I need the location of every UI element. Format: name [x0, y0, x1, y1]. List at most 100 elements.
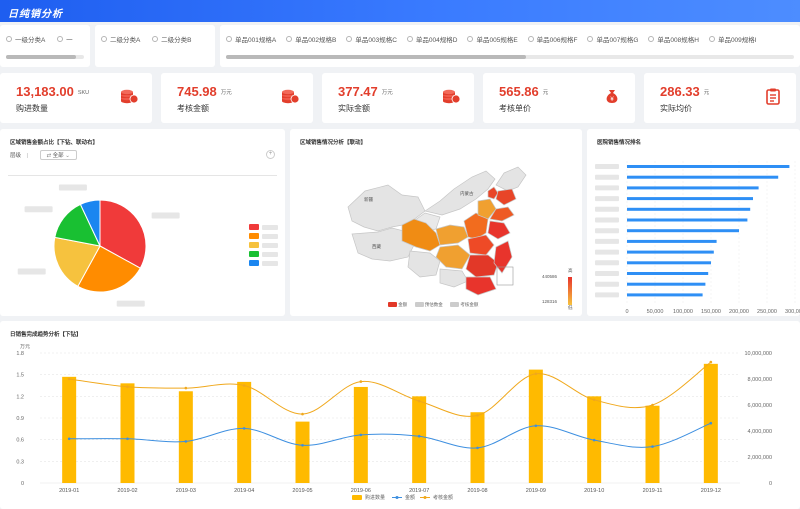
- hospital-bar[interactable]: [627, 250, 714, 254]
- filter-scrollbar[interactable]: [226, 55, 794, 59]
- trend-bar[interactable]: [120, 383, 135, 483]
- filter-option[interactable]: 单品002规格B: [286, 34, 336, 44]
- legend-label[interactable]: 金额: [405, 494, 415, 501]
- hospital-bar[interactable]: [627, 229, 739, 233]
- legend-item[interactable]: [249, 251, 278, 257]
- line-point[interactable]: [417, 434, 421, 438]
- legend-item[interactable]: [249, 233, 278, 239]
- trend-bar[interactable]: [62, 376, 77, 483]
- hospital-bar[interactable]: [627, 282, 706, 286]
- province-guangdong[interactable]: [465, 276, 497, 296]
- line-point[interactable]: [242, 384, 246, 387]
- hospital-bar[interactable]: [627, 197, 753, 201]
- legend-item[interactable]: [249, 242, 278, 248]
- trend-bar[interactable]: [412, 396, 427, 483]
- line-point[interactable]: [184, 440, 188, 443]
- province-yunnan[interactable]: [407, 250, 441, 278]
- line-point[interactable]: [534, 372, 538, 376]
- line-point[interactable]: [359, 433, 363, 437]
- filter-scrollbar[interactable]: [6, 55, 84, 59]
- legend-item[interactable]: 金额: [388, 302, 407, 308]
- line-point[interactable]: [184, 386, 188, 390]
- legend-label[interactable]: 考核金额: [433, 494, 453, 501]
- province-xinjiang[interactable]: [347, 184, 426, 232]
- legend-item[interactable]: 预估数金: [414, 302, 443, 308]
- pie-slice[interactable]: [77, 245, 141, 293]
- line-point[interactable]: [417, 399, 421, 403]
- line-point[interactable]: [476, 414, 479, 417]
- filter-option[interactable]: 一: [57, 34, 73, 44]
- hospital-bar[interactable]: [627, 165, 790, 168]
- line-point[interactable]: [651, 445, 654, 448]
- scrollbar-thumb[interactable]: [226, 55, 526, 59]
- trend-line[interactable]: [69, 361, 712, 417]
- trend-bar[interactable]: [178, 391, 193, 483]
- legend-item[interactable]: [249, 260, 278, 266]
- trend-line[interactable]: [69, 422, 712, 449]
- filter-option[interactable]: 一级分类A: [6, 34, 45, 44]
- province-heilongjiang[interactable]: [495, 166, 527, 192]
- province-jiangsu[interactable]: [487, 220, 511, 240]
- hospital-bar[interactable]: [627, 186, 759, 190]
- filter-option[interactable]: 单品003规格C: [346, 34, 397, 44]
- line-point[interactable]: [709, 360, 713, 364]
- line-point[interactable]: [476, 446, 479, 450]
- line-point[interactable]: [301, 444, 304, 447]
- line-point[interactable]: [359, 380, 363, 383]
- province-shandong[interactable]: [489, 206, 515, 222]
- hospital-bar[interactable]: [627, 293, 703, 297]
- filter-option[interactable]: 单品007规格G: [587, 34, 638, 44]
- filter-option[interactable]: 单品006规格F: [527, 34, 577, 44]
- line-point[interactable]: [592, 398, 596, 402]
- trend-bar[interactable]: [295, 421, 310, 483]
- hospital-bar[interactable]: [627, 207, 751, 211]
- province-zhejiang-fujian[interactable]: [493, 240, 513, 274]
- legend-item[interactable]: [249, 224, 278, 230]
- hospital-bar[interactable]: [627, 175, 779, 179]
- province-hebei[interactable]: [477, 198, 497, 220]
- line-point[interactable]: [126, 437, 129, 441]
- legend-item[interactable]: 考核金额: [450, 302, 478, 308]
- pie-slice[interactable]: [99, 199, 147, 269]
- scrollbar-thumb[interactable]: [6, 55, 76, 59]
- province-hubei[interactable]: [467, 234, 495, 256]
- hospital-bar[interactable]: [627, 272, 709, 275]
- add-button[interactable]: +: [266, 150, 275, 159]
- filter-option[interactable]: 单品004规格D: [406, 34, 457, 44]
- filter-option[interactable]: 单品008规格H: [648, 34, 699, 44]
- province-liaoning[interactable]: [495, 188, 517, 206]
- province-henan[interactable]: [463, 212, 489, 240]
- line-point[interactable]: [67, 437, 71, 441]
- filter-option[interactable]: 二级分类A: [101, 34, 140, 44]
- pie-slice[interactable]: [53, 236, 101, 287]
- line-point[interactable]: [242, 427, 246, 430]
- line-point[interactable]: [67, 377, 71, 381]
- x-tick-label: 2019-08: [467, 488, 487, 494]
- pie-slice[interactable]: [79, 199, 101, 247]
- province-hunan-jiangxi[interactable]: [465, 254, 499, 278]
- line-point[interactable]: [709, 421, 713, 425]
- visualmap-bar[interactable]: [568, 277, 572, 305]
- line-point[interactable]: [534, 424, 538, 428]
- line-point[interactable]: [651, 403, 654, 407]
- filter-option[interactable]: 单品001规格A: [226, 34, 276, 44]
- trend-bar[interactable]: [237, 381, 252, 483]
- level-dropdown[interactable]: ⇄ 全部 ⌄: [39, 150, 77, 160]
- legend-swatch[interactable]: [352, 495, 362, 500]
- hospital-bar[interactable]: [627, 261, 711, 265]
- filter-option[interactable]: 单品005规格E: [467, 34, 518, 44]
- trend-bar[interactable]: [645, 405, 660, 483]
- hospital-bar[interactable]: [627, 218, 748, 222]
- line-point[interactable]: [592, 438, 596, 442]
- line-point[interactable]: [126, 385, 129, 389]
- legend-label[interactable]: 购进数量: [365, 494, 385, 501]
- province-guizhou[interactable]: [435, 244, 471, 270]
- province-beijing[interactable]: [487, 186, 499, 200]
- line-point[interactable]: [301, 412, 304, 416]
- filter-option[interactable]: 单品009规格I: [708, 34, 757, 44]
- province-shaanxi[interactable]: [435, 224, 469, 246]
- hospital-bar[interactable]: [627, 239, 717, 243]
- filter-option[interactable]: 二级分类B: [152, 34, 192, 44]
- province-guangxi[interactable]: [439, 268, 469, 288]
- province-neimenggu[interactable]: [424, 170, 496, 216]
